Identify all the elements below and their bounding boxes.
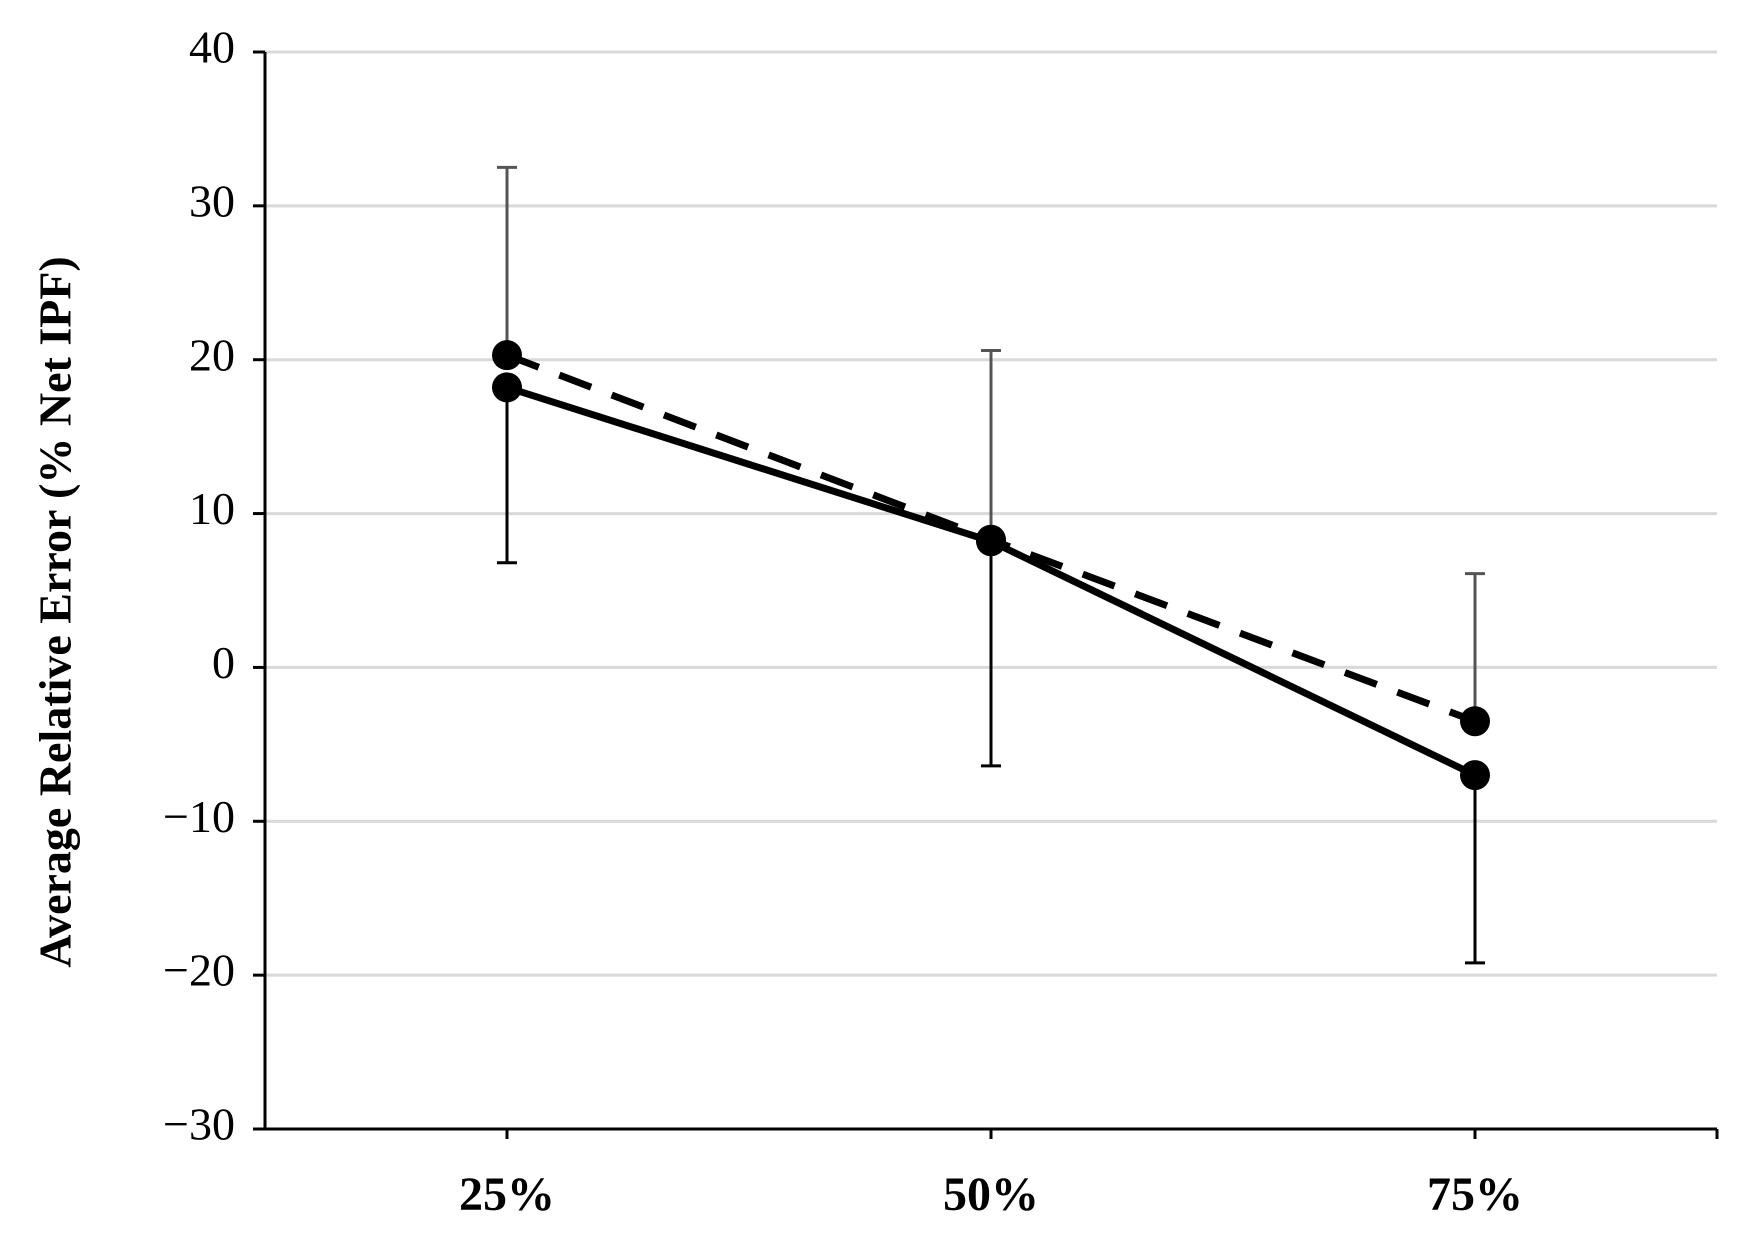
y-axis-title: Average Relative Error (% Net IPF) [30,256,81,967]
y-tick-label: 20 [189,329,235,380]
data-point [1460,706,1490,737]
data-point [976,524,1006,555]
x-tick-label: 75% [1427,1168,1523,1221]
error-bar [981,541,1001,768]
data-point [492,372,522,403]
x-tick-label: 50% [943,1168,1039,1221]
data-point [492,340,522,371]
y-tick-label: −30 [163,1099,235,1150]
y-tick-label: −10 [163,791,235,842]
error-bar [1465,775,1485,965]
error-bar [497,387,517,565]
y-tick-label: 0 [212,637,235,688]
x-tick-label: 25% [459,1168,555,1221]
y-tick-label: 30 [189,175,235,226]
error-bar [497,165,517,356]
y-tick-label: 40 [189,22,235,73]
error-bar [981,348,1001,540]
y-tick-label: −20 [163,945,235,996]
data-point [1460,760,1490,791]
error-bar [1465,572,1485,722]
y-tick-label: 10 [189,483,235,534]
